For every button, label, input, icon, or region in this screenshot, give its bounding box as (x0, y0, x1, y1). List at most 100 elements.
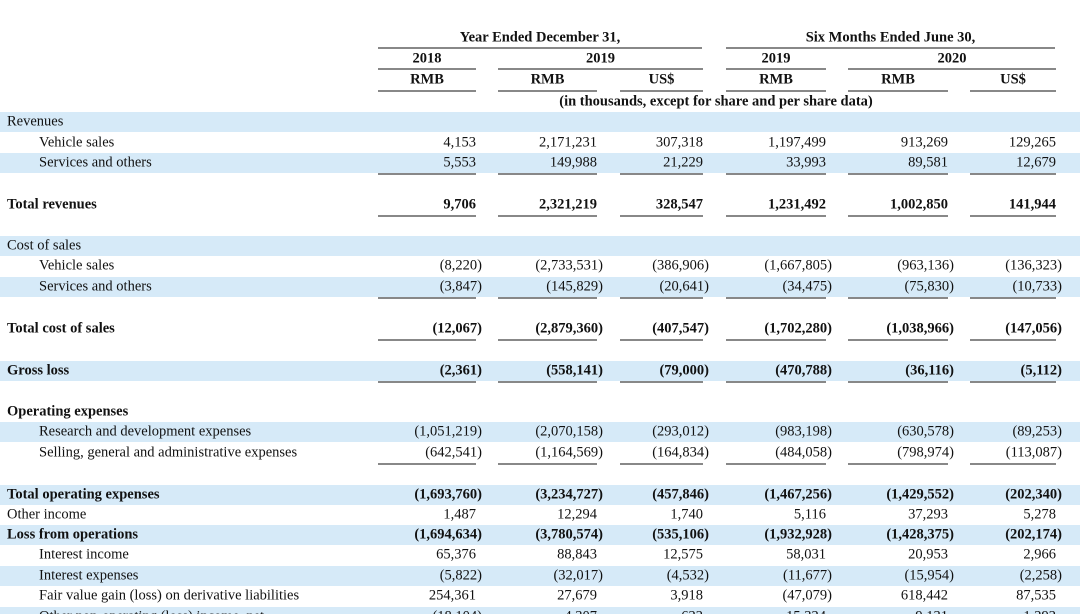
row-shade (0, 361, 1080, 381)
cell-value: (18,104) (432, 608, 482, 614)
row-label: Other income (7, 506, 86, 522)
cell-value: (1,164,569) (535, 444, 603, 460)
cell-value: (5,112) (1021, 362, 1063, 378)
cell-value: (2,879,360) (535, 320, 603, 336)
cell-value: (3,780,574) (535, 526, 603, 542)
row-label: Selling, general and administrative expe… (39, 444, 297, 460)
cell-value: (202,174) (1005, 526, 1062, 542)
cell-value: 307,318 (656, 134, 703, 150)
row-label: Revenues (7, 113, 64, 129)
cell-value: (79,000) (659, 362, 709, 378)
cell-value: (5,822) (440, 567, 482, 583)
row-label: Interest expenses (39, 567, 139, 583)
cell-value: (1,932,928) (764, 526, 832, 542)
cell-value: 12,679 (1016, 154, 1056, 170)
row-label: Total revenues (7, 196, 97, 212)
cell-value: (484,058) (775, 444, 832, 460)
cell-value: 1,292 (1023, 608, 1056, 614)
cell-value: (1,667,805) (764, 257, 832, 273)
cell-value: (47,079) (782, 587, 832, 603)
cell-value: (8,220) (440, 257, 482, 273)
row-shade (0, 112, 1080, 132)
row-label: Other non-operating (loss) income, net (39, 608, 264, 614)
cell-value: 2,321,219 (539, 196, 597, 212)
currency-header: RMB (410, 71, 444, 87)
units-note: (in thousands, except for share and per … (559, 93, 873, 109)
cell-value: (1,038,966) (886, 320, 954, 336)
row-label: Vehicle sales (39, 257, 115, 273)
cell-value: (32,017) (553, 567, 603, 583)
cell-value: (10,733) (1012, 278, 1062, 294)
cell-value: 2,966 (1023, 546, 1056, 562)
cell-value: 1,002,850 (890, 196, 948, 212)
cell-value: (113,087) (1006, 444, 1062, 460)
cell-value: 88,843 (557, 546, 597, 562)
cell-value: 254,361 (429, 587, 476, 603)
cell-value: 1,487 (443, 506, 476, 522)
row-shade (0, 485, 1080, 505)
year-header: 2018 (413, 50, 442, 66)
cell-value: (2,733,531) (535, 257, 603, 273)
cell-value: 20,953 (908, 546, 948, 562)
row-label: Fair value gain (loss) on derivative lia… (39, 587, 299, 603)
cell-value: 4,307 (564, 608, 597, 614)
cell-value: 15,324 (786, 608, 827, 614)
year-header: 2019 (586, 50, 615, 66)
cell-value: (386,906) (652, 257, 709, 273)
column-group-header: Year Ended December 31, (460, 29, 621, 45)
row-label: Total operating expenses (7, 486, 160, 502)
cell-value: (136,323) (1005, 257, 1062, 273)
cell-value: 913,269 (901, 134, 948, 150)
cell-value: (535,106) (652, 526, 709, 542)
row-shade (0, 236, 1080, 256)
row-label: Gross loss (7, 362, 70, 378)
cell-value: (20,641) (659, 278, 709, 294)
currency-header: RMB (759, 71, 793, 87)
cell-value: (1,429,552) (886, 486, 954, 502)
cell-value: (3,234,727) (535, 486, 603, 502)
cell-value: (1,428,375) (886, 526, 954, 542)
cell-value: (558,141) (546, 362, 603, 378)
cell-value: 12,575 (663, 546, 703, 562)
row-label: Vehicle sales (39, 134, 115, 150)
cell-value: (1,693,760) (414, 486, 482, 502)
currency-header: RMB (881, 71, 915, 87)
cell-value: (1,694,634) (414, 526, 482, 542)
row-shade (0, 422, 1080, 442)
cell-value: (630,578) (897, 423, 954, 439)
cell-value: (11,677) (783, 567, 832, 583)
cell-value: 1,740 (670, 506, 703, 522)
row-label: Services and others (39, 154, 152, 170)
cell-value: 618,442 (901, 587, 948, 603)
row-shade (0, 566, 1080, 586)
row-shade (0, 277, 1080, 297)
row-label: Research and development expenses (39, 423, 252, 439)
cell-value: (798,974) (897, 444, 954, 460)
cell-value: 89,581 (908, 154, 948, 170)
cell-value: (12,067) (432, 320, 482, 336)
cell-value: 65,376 (436, 546, 476, 562)
row-label: Operating expenses (7, 403, 129, 419)
cell-value: (89,253) (1012, 423, 1062, 439)
row-shade (0, 525, 1080, 545)
cell-value: (2,258) (1020, 567, 1062, 583)
cell-value: 3,918 (670, 587, 703, 603)
currency-header: US$ (1000, 71, 1026, 87)
cell-value: (1,467,256) (764, 486, 832, 502)
row-label: Interest income (39, 546, 129, 562)
cell-value: (145,829) (546, 278, 603, 294)
cell-value: (1,051,219) (414, 423, 482, 439)
cell-value: 21,229 (663, 154, 703, 170)
cell-value: 129,265 (1009, 134, 1056, 150)
year-header: 2019 (762, 50, 791, 66)
cell-value: (164,834) (652, 444, 709, 460)
cell-value: (75,830) (904, 278, 954, 294)
cell-value: 33,993 (786, 154, 826, 170)
cell-value: 12,294 (557, 506, 598, 522)
cell-value: 149,988 (550, 154, 597, 170)
cell-value: (983,198) (775, 423, 832, 439)
cell-value: (15,954) (904, 567, 954, 583)
row-label: Total cost of sales (7, 320, 115, 336)
cell-value: (293,012) (652, 423, 709, 439)
